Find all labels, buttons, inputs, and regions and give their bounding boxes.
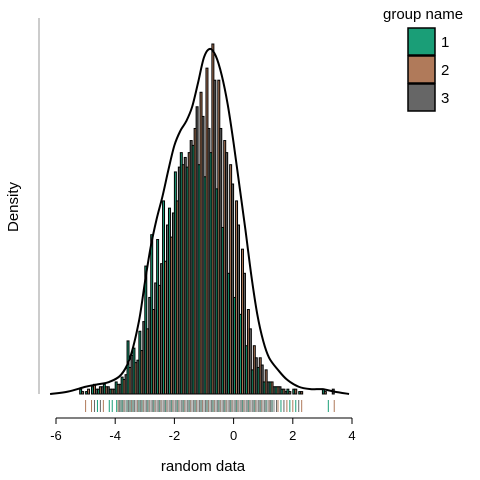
histogram-bar <box>300 391 304 395</box>
histogram-bar <box>242 272 246 395</box>
histogram-bar <box>81 391 85 395</box>
histogram-bar <box>288 391 292 395</box>
histogram-bars <box>79 43 335 395</box>
legend-swatch <box>407 83 436 112</box>
legend-label: 2 <box>441 62 449 79</box>
legend-label: 3 <box>441 90 449 107</box>
histogram-bar <box>323 391 327 395</box>
rug-dense-band <box>118 400 276 412</box>
x-tick-label: 0 <box>230 428 237 443</box>
histogram-bar <box>248 328 252 395</box>
density-curve <box>49 47 350 395</box>
x-tick-label: 2 <box>289 428 296 443</box>
legend-swatch <box>407 27 436 56</box>
x-axis: -6 -4 -2 0 2 4 <box>50 417 356 443</box>
x-tick-label: -4 <box>109 428 121 443</box>
density-curve-group <box>49 47 350 395</box>
legend-label: 1 <box>441 34 449 51</box>
x-tick-label: -6 <box>50 428 62 443</box>
histogram-bar <box>87 388 91 395</box>
legend: group name 1 2 3 <box>383 6 463 112</box>
x-tick-label: 4 <box>348 428 355 443</box>
legend-title: group name <box>383 6 463 23</box>
histogram-bar <box>260 364 264 395</box>
x-tick-label: -2 <box>169 428 181 443</box>
legend-swatch <box>407 55 436 84</box>
rug-marks <box>85 400 335 412</box>
histogram-bar <box>237 224 241 395</box>
histogram-bar <box>231 183 235 395</box>
y-axis-label: Density <box>5 181 22 232</box>
x-axis-label: random data <box>161 458 246 475</box>
histogram-bar <box>294 388 298 395</box>
